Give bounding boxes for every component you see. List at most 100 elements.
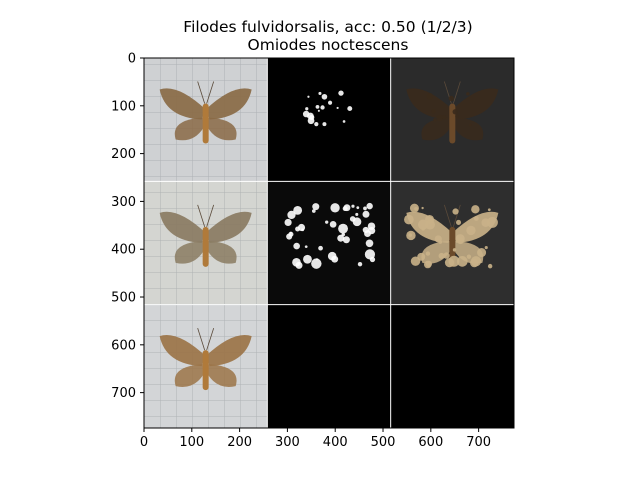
highlight-speck xyxy=(484,246,488,250)
highlight-speck xyxy=(325,220,329,224)
highlight-speck xyxy=(307,95,310,98)
moth-hindwing-right xyxy=(207,117,237,141)
moth-hindwing-right xyxy=(207,364,237,387)
x-tick-label: 100 xyxy=(179,435,204,450)
highlight-speck xyxy=(471,205,480,214)
highlight-speck xyxy=(355,212,359,216)
cell-1-2 xyxy=(390,181,514,305)
highlight-speck xyxy=(293,242,300,250)
cell-2-0 xyxy=(144,304,268,428)
highlight-speck xyxy=(329,220,337,228)
moth-forewing-right xyxy=(205,88,252,120)
highlight-speck xyxy=(302,110,310,118)
moth-silhouette xyxy=(302,90,353,127)
axes-frame xyxy=(143,57,515,429)
x-tick-label: 200 xyxy=(227,435,252,450)
highlight-speck xyxy=(443,252,450,259)
highlight-speck xyxy=(448,255,460,267)
highlight-speck xyxy=(347,106,353,112)
highlight-speck xyxy=(311,258,322,269)
highlight-speck xyxy=(455,114,459,118)
highlight-speck xyxy=(456,235,461,240)
moth-silhouette xyxy=(159,328,252,391)
highlight-speck xyxy=(368,226,376,235)
highlight-speck xyxy=(369,256,376,263)
highlight-speck xyxy=(486,216,498,228)
y-tick-label: 400 xyxy=(111,243,136,258)
highlight-speck xyxy=(336,106,339,110)
highlight-speck xyxy=(362,210,370,218)
moth-hindwing-left xyxy=(174,117,204,141)
moth-antenna-left xyxy=(443,204,452,227)
moth-forewing-left xyxy=(159,88,206,120)
cell-1-1 xyxy=(267,181,391,305)
moth-silhouette xyxy=(284,202,376,269)
highlight-speck xyxy=(288,231,294,237)
moth-antenna-left xyxy=(197,328,206,351)
highlight-speck xyxy=(343,204,351,212)
moth-antenna-right xyxy=(452,204,461,227)
highlight-speck xyxy=(466,254,472,259)
x-tick-label: 500 xyxy=(371,435,396,450)
y-tick-label: 500 xyxy=(111,291,136,306)
highlight-speck xyxy=(312,203,320,211)
highlight-speck xyxy=(284,218,292,227)
x-tick-label: 700 xyxy=(466,435,491,450)
highlight-speck xyxy=(315,105,320,109)
moth-antenna-right xyxy=(206,328,215,351)
highlight-speck xyxy=(466,225,476,236)
highlight-speck xyxy=(337,234,345,242)
highlight-speck xyxy=(295,226,301,232)
highlight-speck xyxy=(342,236,350,244)
moth-forewing-left xyxy=(159,211,206,243)
highlight-speck xyxy=(357,261,363,267)
chart-title-line1: Filodes fulvidorsalis, acc: 0.50 (1/2/3) xyxy=(183,18,472,36)
moth-body xyxy=(202,226,209,267)
highlight-speck xyxy=(404,214,414,225)
moth-hindwing-right xyxy=(454,117,484,141)
highlight-speck xyxy=(322,122,327,127)
highlight-speck xyxy=(468,123,472,127)
highlight-speck xyxy=(442,115,447,120)
highlight-speck xyxy=(456,256,468,267)
highlight-speck xyxy=(318,91,322,95)
cell-background xyxy=(390,304,514,428)
x-tick-label: 400 xyxy=(323,435,348,450)
highlight-speck xyxy=(366,202,373,210)
highlight-speck xyxy=(481,218,490,227)
highlight-speck xyxy=(365,239,374,248)
moth-forewing-right xyxy=(205,335,252,367)
highlight-speck xyxy=(434,235,442,243)
moth-silhouette xyxy=(404,203,499,269)
cell-2-1 xyxy=(267,304,391,428)
highlight-speck xyxy=(321,93,328,100)
highlight-speck xyxy=(452,109,458,115)
highlight-speck xyxy=(408,233,413,237)
x-tick-label: 600 xyxy=(418,435,443,450)
moth-body xyxy=(202,350,209,391)
highlight-speck xyxy=(452,208,459,215)
moth-hindwing-left xyxy=(421,117,451,141)
moth-forewing-right xyxy=(205,211,252,243)
moth-silhouette xyxy=(159,204,252,267)
cell-1-0 xyxy=(144,181,268,305)
y-axis: 0 100 200 300 400 500 600 700 xyxy=(111,52,144,401)
highlight-speck xyxy=(317,109,320,112)
cell-2-2 xyxy=(390,304,514,428)
moth-silhouette xyxy=(159,81,252,144)
moth-antenna-right xyxy=(452,81,461,104)
moth-body xyxy=(202,103,209,144)
highlight-speck xyxy=(338,223,348,234)
highlight-speck xyxy=(448,95,455,102)
highlight-speck xyxy=(452,248,457,252)
highlight-speck xyxy=(327,251,337,261)
highlight-speck xyxy=(425,260,433,268)
y-tick-label: 600 xyxy=(111,338,136,353)
highlight-speck xyxy=(303,254,312,264)
highlight-speck xyxy=(338,90,344,96)
y-tick-label: 200 xyxy=(111,147,136,162)
highlight-speck xyxy=(433,118,437,122)
highlight-speck xyxy=(487,263,493,269)
highlight-speck xyxy=(342,120,346,123)
